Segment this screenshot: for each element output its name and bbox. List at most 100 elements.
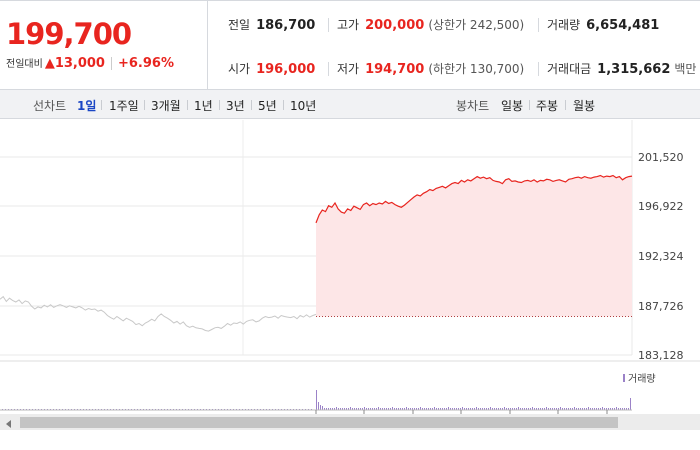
volume-bar xyxy=(594,408,595,410)
volume-bar xyxy=(626,408,627,410)
volume-bar xyxy=(430,408,431,410)
volume-bar xyxy=(628,408,629,410)
volume-bar xyxy=(562,408,563,410)
volume-bar xyxy=(400,408,401,410)
volume-bar xyxy=(324,408,325,410)
y-tick-label: 187,726 xyxy=(638,300,684,313)
volume-bar xyxy=(586,408,587,410)
candle-chart-label: 봉차트 xyxy=(456,99,490,113)
volume-bar xyxy=(574,407,575,410)
volume-bar xyxy=(508,408,509,410)
price-chart: 201,520 196,922 192,324 187,726 183,128 … xyxy=(0,120,700,430)
open-value: 196,000 xyxy=(256,62,316,77)
volume-bar xyxy=(384,408,385,410)
volume-bar xyxy=(490,407,491,410)
today-area-fill xyxy=(316,175,632,317)
y-tick-label: 201,520 xyxy=(638,151,684,164)
volume-bar xyxy=(612,408,613,410)
volume-bar xyxy=(442,408,443,410)
volume-bar xyxy=(492,408,493,410)
tab-3years[interactable]: 3년 xyxy=(226,99,245,113)
volume-bar xyxy=(432,408,433,410)
volume-bar xyxy=(548,408,549,410)
tab-5years[interactable]: 5년 xyxy=(258,99,277,113)
tab-daily-candle[interactable]: 일봉 xyxy=(501,99,524,113)
current-price: 199,700 xyxy=(6,17,132,51)
volume-bar xyxy=(558,408,559,410)
volume-bar xyxy=(576,408,577,410)
tab-1week[interactable]: 1주일 xyxy=(109,99,139,113)
volume-label: 거래량 xyxy=(547,18,581,32)
divider xyxy=(565,100,566,110)
volume-bar xyxy=(358,408,359,410)
tab-1year[interactable]: 1년 xyxy=(194,99,213,113)
tab-10years[interactable]: 10년 xyxy=(290,99,317,113)
volume-bar xyxy=(606,408,607,410)
upper-limit: (상한가 242,500) xyxy=(428,18,525,32)
volume-bar xyxy=(360,408,361,410)
volume-bar xyxy=(406,407,407,410)
volume-bar xyxy=(536,408,537,410)
volume-bar xyxy=(526,408,527,410)
volume-bar xyxy=(542,408,543,410)
volume-bar xyxy=(614,408,615,410)
volume-bar xyxy=(500,408,501,410)
tab-weekly-candle[interactable]: 주봉 xyxy=(536,99,559,113)
scrollbar-thumb[interactable] xyxy=(20,417,618,428)
divider xyxy=(144,100,145,110)
volume-bar xyxy=(322,406,323,410)
volume-bar xyxy=(624,408,625,410)
volume-bar xyxy=(404,408,405,410)
change-value: 13,000 xyxy=(54,56,105,71)
volume-bar xyxy=(476,407,477,410)
volume-bar xyxy=(516,408,517,410)
volume-bar xyxy=(532,407,533,410)
volume-bar xyxy=(444,408,445,410)
volume-bar xyxy=(366,408,367,410)
change-label: 전일대비 xyxy=(6,59,43,70)
divider xyxy=(283,100,284,110)
volume-bar xyxy=(538,408,539,410)
volume-bar xyxy=(630,398,631,410)
volume-bar xyxy=(496,408,497,410)
volume-bar xyxy=(348,408,349,410)
scroll-left-icon[interactable] xyxy=(6,420,11,428)
volume-bar xyxy=(330,408,331,410)
volume-bar xyxy=(578,408,579,410)
volume-bar xyxy=(410,408,411,410)
volume-bar xyxy=(398,408,399,410)
volume-bar xyxy=(374,408,375,410)
volume-bar xyxy=(318,402,319,410)
volume-bar xyxy=(602,407,603,410)
volume-bar xyxy=(514,408,515,410)
trade-amount: 거래대금 1,315,662 백만 xyxy=(547,60,696,77)
volume-bar xyxy=(356,408,357,410)
volume-bar xyxy=(622,408,623,410)
volume-bar xyxy=(354,408,355,410)
volume-bar xyxy=(566,408,567,410)
scrollbar[interactable] xyxy=(0,414,700,430)
divider xyxy=(251,100,252,110)
volume-bar xyxy=(402,408,403,410)
volume-bar xyxy=(520,408,521,410)
volume-bar xyxy=(590,408,591,410)
volume-bar xyxy=(488,408,489,410)
tab-3months[interactable]: 3개월 xyxy=(151,99,181,113)
volume-bar xyxy=(382,408,383,410)
volume-bar xyxy=(524,408,525,410)
volume-bar xyxy=(618,408,619,410)
volume-bar xyxy=(466,408,467,410)
volume-summary: 거래량 6,654,481 xyxy=(547,16,659,33)
volume-bar xyxy=(596,408,597,410)
volume-bar xyxy=(424,408,425,410)
volume-bar xyxy=(482,408,483,410)
tab-1day[interactable]: 1일 xyxy=(77,99,97,113)
volume-bar xyxy=(522,408,523,410)
volume-bar xyxy=(494,408,495,410)
volume-bar xyxy=(340,408,341,410)
volume-bar xyxy=(506,408,507,410)
volume-bar xyxy=(610,408,611,410)
volume-bar xyxy=(448,407,449,410)
price-box: 199,700 전일대비 ▲13,000 +6.96% xyxy=(0,1,208,90)
tab-monthly-candle[interactable]: 월봉 xyxy=(573,99,596,113)
